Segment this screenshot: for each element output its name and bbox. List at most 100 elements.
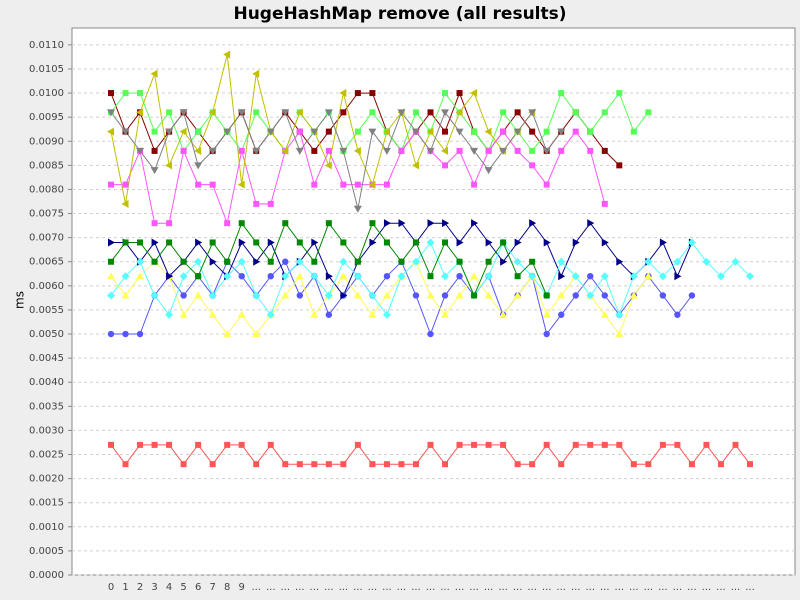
data-point	[529, 128, 536, 135]
data-point	[542, 147, 551, 155]
data-point	[426, 291, 435, 299]
data-point	[529, 147, 536, 154]
data-point	[151, 238, 159, 247]
x-tick-label: ...	[339, 582, 349, 593]
data-point	[252, 69, 260, 78]
data-point	[485, 147, 492, 154]
data-point	[166, 272, 174, 281]
data-point	[209, 181, 216, 188]
data-point	[122, 461, 129, 468]
data-point	[325, 311, 333, 318]
x-tick-label: ...	[368, 582, 378, 593]
x-tick-label: ...	[731, 582, 741, 593]
data-point	[325, 147, 332, 154]
data-point	[310, 310, 319, 318]
data-point	[441, 310, 450, 318]
data-point	[456, 272, 463, 280]
data-point	[674, 311, 681, 318]
data-point	[398, 258, 405, 265]
data-point	[529, 461, 536, 468]
data-point	[471, 219, 479, 228]
data-point	[629, 291, 638, 299]
data-point	[194, 291, 203, 299]
data-point	[339, 147, 348, 155]
x-tick-label: 1	[122, 582, 128, 593]
data-point	[601, 441, 608, 448]
series-line	[110, 111, 562, 209]
data-point	[426, 147, 435, 155]
data-point	[645, 461, 652, 468]
x-tick-label: 9	[239, 582, 245, 593]
plot-area	[71, 27, 796, 576]
data-point	[107, 330, 115, 338]
x-tick-label: ...	[426, 582, 436, 593]
data-point	[121, 128, 130, 136]
data-point	[194, 146, 202, 155]
data-point	[499, 147, 508, 155]
data-point	[195, 181, 202, 188]
data-point	[470, 272, 479, 280]
data-point	[223, 128, 232, 136]
data-point	[369, 90, 376, 97]
data-point	[324, 109, 333, 117]
x-tick-label: ...	[745, 582, 755, 593]
y-tick-label: 0.0065	[29, 257, 64, 268]
data-point	[137, 441, 144, 448]
data-point	[616, 257, 624, 266]
data-point	[267, 441, 274, 448]
data-point	[674, 441, 681, 448]
data-point	[108, 441, 114, 448]
data-point	[456, 258, 463, 265]
data-point	[513, 128, 522, 136]
data-point	[572, 441, 579, 448]
data-point	[587, 147, 594, 154]
data-point	[558, 461, 565, 468]
data-point	[267, 258, 274, 265]
data-point	[238, 272, 245, 280]
data-point	[195, 441, 202, 448]
data-point	[151, 147, 158, 154]
data-point	[253, 257, 261, 266]
data-point	[340, 181, 347, 188]
data-point	[180, 147, 187, 154]
data-point	[166, 220, 173, 227]
data-point	[529, 162, 536, 169]
chart-title: HugeHashMap remove (all results)	[233, 4, 566, 24]
x-tick-label: 8	[224, 582, 230, 593]
data-point	[383, 219, 391, 228]
x-tick-label: ...	[527, 582, 537, 593]
data-point	[674, 272, 682, 281]
data-point	[108, 238, 115, 247]
data-point	[238, 441, 245, 448]
data-point	[455, 128, 464, 136]
data-point	[324, 161, 332, 170]
data-point	[644, 272, 653, 280]
data-point	[411, 257, 420, 266]
data-point	[442, 90, 449, 97]
data-point	[354, 258, 361, 265]
data-point	[426, 127, 434, 136]
data-point	[543, 181, 550, 188]
data-point	[107, 109, 115, 117]
data-point	[383, 272, 391, 280]
data-point	[411, 128, 420, 136]
data-point	[455, 291, 464, 299]
data-point	[368, 310, 377, 318]
data-point	[717, 461, 724, 468]
data-point	[150, 291, 159, 300]
y-tick-label: 0.0080	[29, 184, 64, 195]
data-point	[209, 239, 216, 246]
data-point	[572, 109, 579, 116]
data-point	[572, 292, 579, 299]
x-tick-label: ...	[600, 582, 610, 593]
data-point	[630, 461, 637, 468]
x-tick-label: ...	[615, 582, 625, 593]
x-tick-label: ...	[440, 582, 450, 593]
data-point	[339, 272, 348, 280]
data-point	[688, 461, 695, 468]
data-point	[339, 89, 347, 98]
data-point	[368, 180, 376, 189]
data-point	[485, 238, 493, 247]
data-point	[485, 441, 492, 448]
data-point	[601, 292, 608, 299]
